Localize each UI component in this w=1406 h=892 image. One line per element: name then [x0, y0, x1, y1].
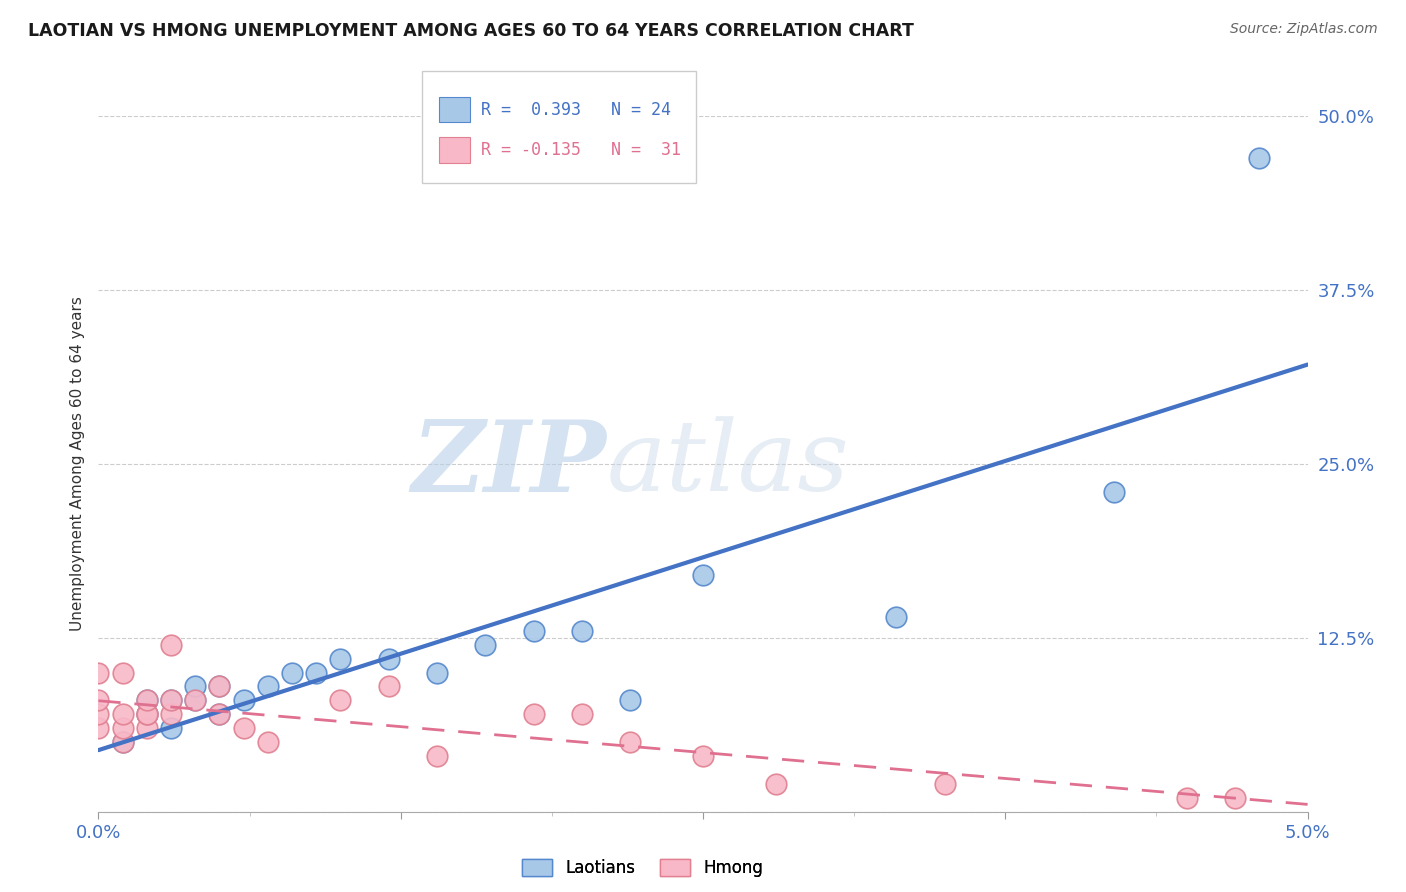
Point — [111, 721, 134, 735]
Point — [329, 651, 352, 665]
Point — [208, 680, 231, 694]
Point — [571, 624, 593, 638]
Point — [135, 707, 157, 722]
Text: ZIP: ZIP — [412, 416, 606, 512]
Point — [571, 707, 593, 722]
Point — [87, 665, 110, 680]
Point — [692, 568, 714, 582]
Legend: Laotians, Hmong: Laotians, Hmong — [515, 852, 770, 883]
Point — [160, 693, 183, 707]
Text: Source: ZipAtlas.com: Source: ZipAtlas.com — [1230, 22, 1378, 37]
Point — [1102, 484, 1125, 499]
Point — [523, 707, 546, 722]
Point — [135, 707, 157, 722]
Point — [886, 610, 908, 624]
Point — [426, 749, 449, 764]
Point — [87, 707, 110, 722]
Point — [377, 680, 399, 694]
Point — [184, 693, 207, 707]
Point — [1249, 151, 1271, 165]
Point — [232, 721, 254, 735]
Point — [184, 693, 207, 707]
Point — [160, 693, 183, 707]
Point — [619, 735, 641, 749]
Text: atlas: atlas — [606, 417, 849, 511]
Point — [135, 707, 157, 722]
Point — [426, 665, 449, 680]
Point — [1175, 790, 1198, 805]
Point — [208, 707, 231, 722]
Point — [135, 693, 157, 707]
Point — [256, 735, 278, 749]
Text: R =  0.393   N = 24: R = 0.393 N = 24 — [481, 101, 671, 119]
Point — [160, 707, 183, 722]
Point — [377, 651, 399, 665]
Point — [474, 638, 496, 652]
Y-axis label: Unemployment Among Ages 60 to 64 years: Unemployment Among Ages 60 to 64 years — [69, 296, 84, 632]
Point — [111, 665, 134, 680]
Point — [111, 707, 134, 722]
Text: LAOTIAN VS HMONG UNEMPLOYMENT AMONG AGES 60 TO 64 YEARS CORRELATION CHART: LAOTIAN VS HMONG UNEMPLOYMENT AMONG AGES… — [28, 22, 914, 40]
Text: R = -0.135   N =  31: R = -0.135 N = 31 — [481, 141, 681, 159]
Point — [87, 693, 110, 707]
Point — [619, 693, 641, 707]
Point — [765, 777, 787, 791]
Point — [305, 665, 328, 680]
Point — [281, 665, 304, 680]
Point — [692, 749, 714, 764]
Point — [160, 721, 183, 735]
Point — [329, 693, 352, 707]
Point — [208, 707, 231, 722]
Point — [111, 735, 134, 749]
Point — [87, 721, 110, 735]
Point — [160, 638, 183, 652]
Point — [232, 693, 254, 707]
Point — [184, 680, 207, 694]
Point — [135, 721, 157, 735]
Point — [111, 735, 134, 749]
Point — [256, 680, 278, 694]
Point — [934, 777, 956, 791]
Point — [1223, 790, 1246, 805]
Point — [208, 680, 231, 694]
Point — [523, 624, 546, 638]
Point — [135, 693, 157, 707]
